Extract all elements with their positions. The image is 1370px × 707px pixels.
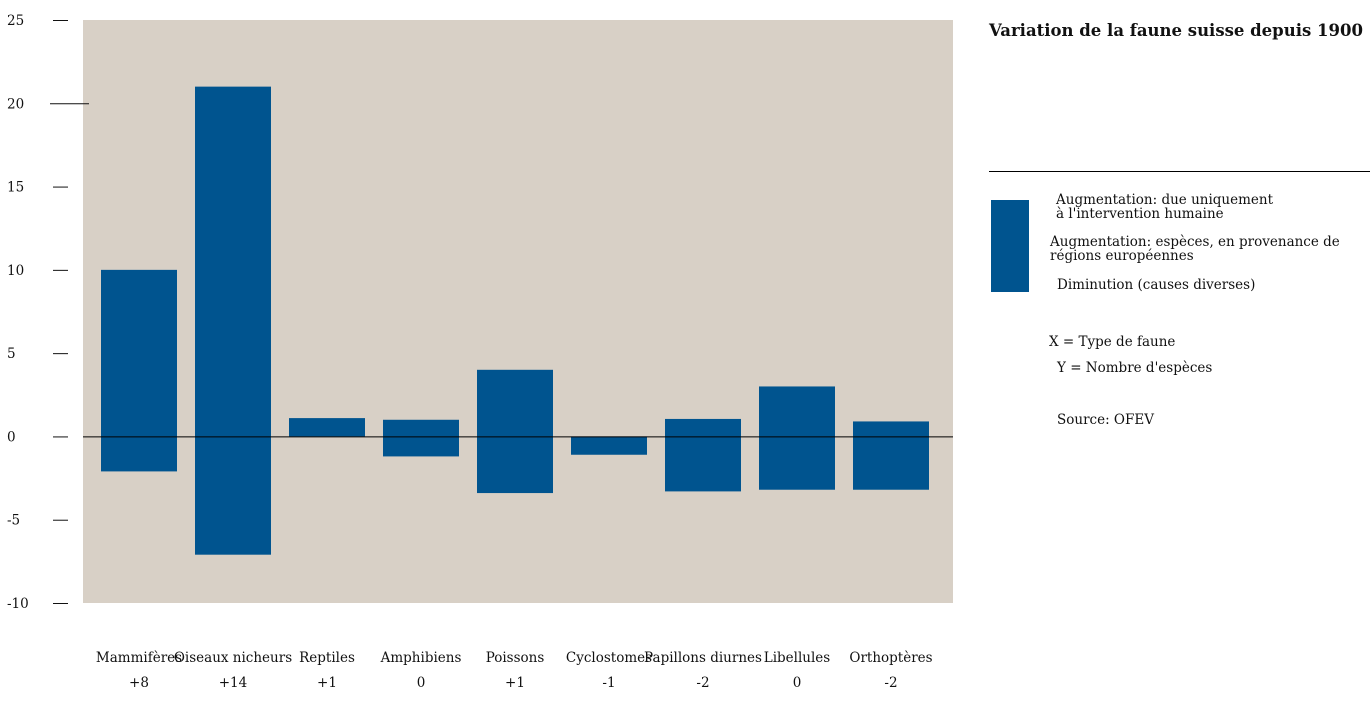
bar bbox=[195, 86, 271, 555]
y-axis-note: Y = Nombre d'espèces bbox=[1057, 360, 1213, 376]
net-change-label: -2 bbox=[696, 675, 709, 691]
legend-entry-1: Augmentation: due uniquement à l'interven… bbox=[1056, 193, 1273, 221]
y-tick-label: 20 bbox=[7, 96, 24, 112]
x-axis-labels: Mammifères +8 Oiseaux nicheurs +14 Reptiles +… bbox=[96, 650, 933, 691]
x-tick-label: Poissons bbox=[486, 650, 545, 666]
net-change-label: -1 bbox=[602, 675, 615, 691]
net-change-label: 0 bbox=[417, 675, 426, 691]
legend-entry-2: Augmentation: espèces, en provenance de r… bbox=[1050, 235, 1340, 263]
legend-swatch bbox=[991, 200, 1029, 292]
x-tick-label: Reptiles bbox=[299, 650, 355, 666]
net-change-label: +14 bbox=[219, 675, 248, 691]
bar bbox=[383, 419, 459, 457]
bar bbox=[571, 436, 647, 455]
net-change-label: +8 bbox=[129, 675, 149, 691]
y-tick-label: 0 bbox=[7, 429, 16, 445]
chart-title: Variation de la faune suisse depuis 1900 bbox=[989, 21, 1363, 40]
bar bbox=[477, 369, 553, 494]
y-tick-label: 5 bbox=[7, 346, 16, 362]
net-change-label: -2 bbox=[884, 675, 897, 691]
legend-divider bbox=[989, 171, 1370, 172]
y-tick-label: 25 bbox=[7, 13, 24, 29]
y-tick-label: 15 bbox=[7, 180, 24, 196]
bar bbox=[853, 421, 929, 490]
bar bbox=[101, 269, 177, 472]
x-tick-label: Orthoptères bbox=[849, 650, 932, 666]
bars bbox=[101, 86, 929, 555]
y-tick-label: -10 bbox=[7, 596, 29, 612]
x-tick-label: Amphibiens bbox=[380, 650, 462, 666]
x-axis-note: X = Type de faune bbox=[1049, 334, 1176, 350]
source-note: Source: OFEV bbox=[1057, 412, 1154, 428]
legend-entry-3: Diminution (causes diverses) bbox=[1057, 278, 1255, 292]
x-tick-label: Papillons diurnes bbox=[644, 650, 762, 666]
y-tick-label: -5 bbox=[7, 513, 20, 529]
legend-entry-line: à l'intervention humaine bbox=[1056, 206, 1224, 222]
legend-entry-line: Augmentation: espèces, en provenance de bbox=[1050, 234, 1340, 250]
legend-entry-line: Augmentation: due uniquement bbox=[1056, 192, 1274, 208]
bar bbox=[289, 418, 365, 437]
net-change-label: +1 bbox=[317, 675, 337, 691]
x-tick-label: Cyclostomes bbox=[566, 650, 652, 666]
y-axis: 25 20 15 10 5 0 -5 -10 bbox=[7, 13, 89, 612]
legend-entry-line: Diminution (causes diverses) bbox=[1057, 277, 1256, 293]
x-tick-label: Mammifères bbox=[96, 650, 182, 666]
y-tick-label: 10 bbox=[7, 263, 24, 279]
bar bbox=[759, 386, 835, 490]
net-change-label: 0 bbox=[793, 675, 802, 691]
x-tick-label: Oiseaux nicheurs bbox=[174, 650, 292, 666]
bar bbox=[665, 418, 741, 492]
net-change-label: +1 bbox=[505, 675, 525, 691]
x-tick-label: Libellules bbox=[764, 650, 831, 666]
legend-entry-line: régions européennes bbox=[1050, 248, 1194, 264]
